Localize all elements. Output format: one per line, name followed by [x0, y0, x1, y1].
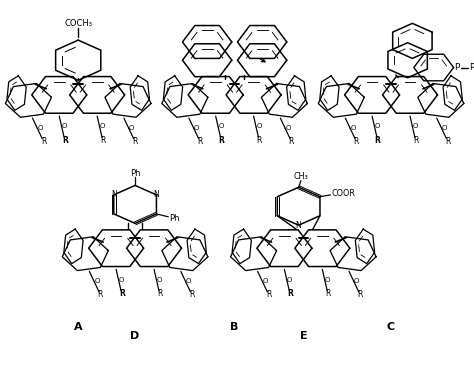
Text: N: N	[154, 191, 159, 199]
Text: COOR: COOR	[332, 189, 356, 198]
Text: N: N	[296, 221, 301, 230]
Text: R: R	[157, 289, 162, 298]
Text: O: O	[354, 278, 359, 284]
Text: O: O	[374, 123, 380, 130]
Text: R: R	[413, 136, 418, 145]
Text: R: R	[287, 289, 293, 298]
Text: N: N	[111, 191, 117, 199]
Text: O: O	[287, 277, 292, 283]
Text: O: O	[325, 277, 330, 283]
Text: R: R	[98, 290, 103, 299]
Text: O: O	[37, 124, 43, 131]
Text: O: O	[350, 124, 356, 131]
Text: R: R	[357, 290, 363, 299]
Text: B: B	[230, 322, 239, 332]
Text: O: O	[186, 278, 191, 284]
Text: R: R	[256, 136, 262, 145]
Text: O: O	[263, 278, 268, 284]
Text: O: O	[285, 124, 291, 131]
Text: O: O	[129, 124, 134, 131]
Text: O: O	[412, 123, 418, 130]
Text: O: O	[62, 123, 67, 130]
Text: COCH₃: COCH₃	[64, 19, 92, 28]
Text: O: O	[194, 124, 199, 131]
Text: R: R	[132, 137, 137, 146]
Text: O: O	[218, 123, 224, 130]
Text: R: R	[119, 289, 125, 298]
Text: A: A	[74, 322, 82, 332]
Text: D: D	[130, 331, 140, 341]
Text: O: O	[442, 124, 447, 131]
Text: R: R	[445, 137, 450, 146]
Text: R: R	[354, 137, 359, 146]
Text: O: O	[94, 278, 100, 284]
Text: R: R	[266, 290, 271, 299]
Text: O: O	[118, 277, 124, 283]
Text: R: R	[219, 136, 224, 145]
Text: CH₃: CH₃	[293, 172, 309, 181]
Text: R: R	[189, 290, 194, 299]
Text: O: O	[100, 123, 105, 130]
Text: R: R	[289, 137, 294, 146]
Text: R: R	[325, 289, 330, 298]
Text: C: C	[387, 322, 395, 332]
Text: Ph: Ph	[169, 214, 180, 223]
Text: O: O	[256, 123, 262, 130]
Text: R: R	[375, 136, 381, 145]
Text: Ph: Ph	[130, 169, 140, 178]
Text: E: E	[300, 331, 307, 341]
Text: O: O	[156, 277, 162, 283]
Text: R: R	[41, 137, 46, 146]
Text: R: R	[62, 136, 68, 145]
Text: R: R	[100, 136, 105, 145]
Text: R: R	[197, 137, 202, 146]
Text: P: P	[454, 63, 459, 72]
Text: Ph: Ph	[469, 63, 474, 72]
